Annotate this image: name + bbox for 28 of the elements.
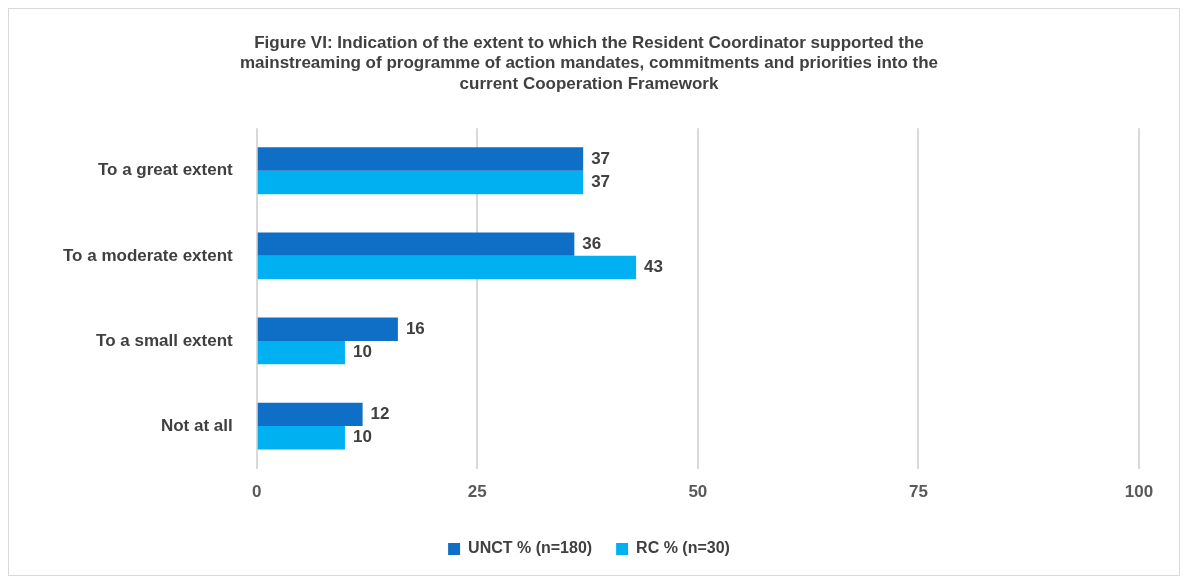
data-label: 10 (352, 427, 372, 447)
bar (257, 340, 345, 365)
bar (257, 170, 584, 195)
x-tick-label: 75 (908, 482, 928, 502)
bar (257, 402, 363, 427)
bar (257, 232, 575, 256)
data-label: 10 (352, 342, 372, 362)
y-tick-label: To a small extent (96, 330, 234, 350)
y-tick-label: To a moderate extent (62, 245, 234, 265)
data-label: 43 (644, 257, 664, 277)
y-tick-label: Not at all (160, 415, 233, 435)
bar (257, 426, 345, 450)
bar (257, 147, 584, 171)
x-tick-label: 25 (467, 482, 487, 502)
x-tick-label: 100 (1124, 482, 1154, 502)
data-label: 16 (405, 318, 425, 338)
data-label: 36 (582, 233, 602, 253)
x-tick-label: 0 (251, 482, 262, 502)
legend-label: UNCT % (n=180) (468, 539, 593, 557)
chart-title: Figure VI: Indication of the extent to which the Resident Coordinator supported the mainstreaming of programme of action mandates, commitments and priorities into the current Cooperation Framework (239, 32, 939, 93)
x-tick-label: 50 (688, 482, 708, 502)
data-label: 37 (591, 172, 611, 192)
legend-label: RC % (n=30) (636, 539, 730, 557)
data-label: 12 (370, 404, 390, 424)
bar (257, 255, 637, 280)
y-tick-label: To a great extent (97, 160, 234, 180)
bar (257, 317, 398, 341)
data-label: 37 (591, 148, 611, 168)
